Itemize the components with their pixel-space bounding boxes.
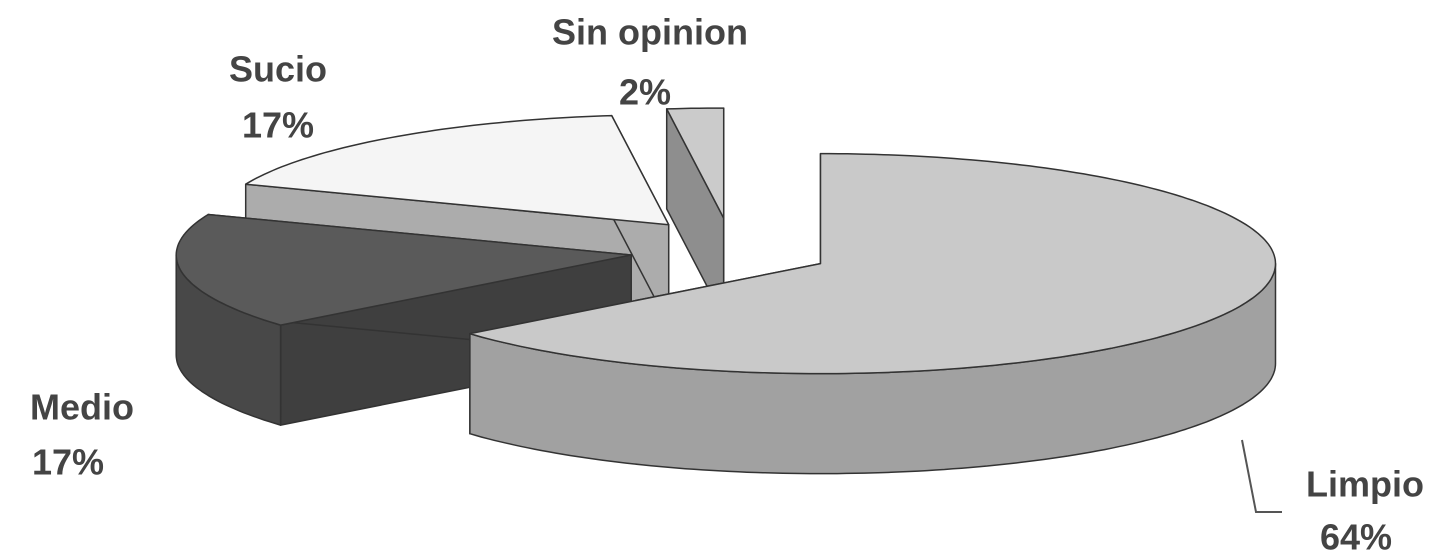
slice-value-label: 17% bbox=[242, 105, 314, 146]
slice bbox=[175, 213, 632, 326]
slice-label: Sin opinion bbox=[552, 12, 748, 53]
slice bbox=[244, 114, 670, 226]
slice-value-label: 2% bbox=[619, 72, 671, 113]
leader-line bbox=[1241, 439, 1282, 513]
slice-label: Medio bbox=[30, 387, 134, 428]
slice-value-label: 17% bbox=[32, 442, 104, 483]
slice-label: Sucio bbox=[229, 49, 327, 90]
slice bbox=[665, 107, 725, 219]
slice-value-label: 64% bbox=[1320, 517, 1392, 557]
slice bbox=[469, 152, 1277, 375]
pie bbox=[175, 107, 1277, 475]
slice-label: Limpio bbox=[1306, 464, 1424, 505]
